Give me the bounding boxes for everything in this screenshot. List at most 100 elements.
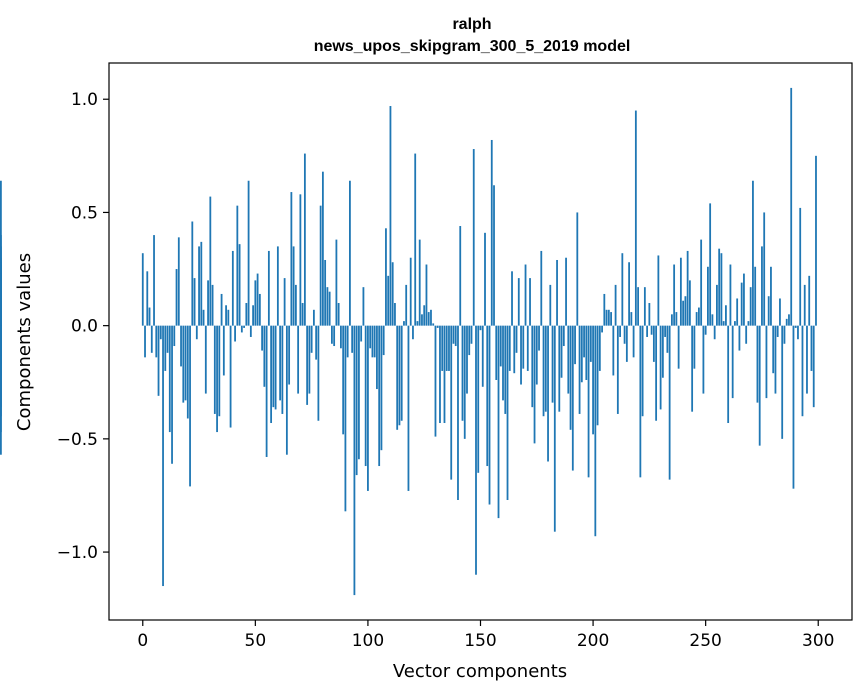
bar-34 bbox=[218, 325, 221, 417]
bar-16 bbox=[177, 237, 180, 326]
bar-135 bbox=[445, 325, 448, 371]
bar-258 bbox=[722, 321, 725, 326]
bar-42 bbox=[236, 205, 239, 326]
bar-2 bbox=[146, 271, 149, 326]
bar-158 bbox=[497, 325, 500, 519]
bar-200 bbox=[592, 325, 594, 435]
bar-243 bbox=[688, 280, 691, 326]
bar-299 bbox=[815, 155, 817, 326]
bar-250 bbox=[704, 325, 707, 335]
bar-99 bbox=[364, 325, 367, 467]
bar-284 bbox=[781, 325, 784, 439]
bar-237 bbox=[675, 312, 678, 326]
bar-234 bbox=[668, 325, 671, 480]
bar-26 bbox=[200, 241, 203, 326]
bar-83 bbox=[328, 291, 331, 326]
bar-153 bbox=[486, 325, 489, 467]
bar-40 bbox=[231, 250, 234, 326]
bar-283 bbox=[779, 298, 781, 326]
bar-28 bbox=[204, 325, 207, 394]
bar-247 bbox=[698, 307, 700, 326]
bar-20 bbox=[186, 325, 189, 419]
bar-117 bbox=[405, 284, 408, 326]
bar-6 bbox=[155, 325, 158, 358]
bar-294 bbox=[803, 284, 806, 326]
bar-1 bbox=[144, 325, 146, 358]
bar-8 bbox=[159, 325, 162, 340]
bar-11 bbox=[166, 325, 169, 353]
bar-173 bbox=[531, 325, 534, 408]
bar-268 bbox=[745, 325, 748, 344]
bar-71 bbox=[301, 303, 304, 326]
bar-217 bbox=[630, 312, 633, 326]
bar-295 bbox=[806, 325, 808, 394]
bar-76 bbox=[312, 309, 315, 326]
bar-203 bbox=[598, 325, 601, 371]
bar-198 bbox=[587, 325, 590, 478]
bar-257 bbox=[720, 253, 723, 326]
bar-131 bbox=[436, 325, 439, 328]
bar-103 bbox=[373, 325, 376, 358]
bar-190 bbox=[569, 325, 572, 430]
bar-199 bbox=[589, 325, 592, 362]
bar-33 bbox=[216, 325, 218, 433]
bar-273 bbox=[756, 325, 759, 403]
bar-79 bbox=[319, 205, 322, 326]
bar-223 bbox=[643, 287, 646, 326]
bar-89 bbox=[342, 325, 345, 435]
bar-107 bbox=[382, 325, 385, 356]
bar-255 bbox=[716, 284, 718, 326]
bar-53 bbox=[261, 325, 263, 351]
bar-116 bbox=[403, 321, 405, 326]
bar-3 bbox=[148, 307, 151, 326]
bar-168 bbox=[520, 325, 522, 385]
bar-184 bbox=[556, 259, 558, 326]
bar-66 bbox=[290, 192, 293, 326]
bar-259 bbox=[725, 305, 727, 326]
bar-110 bbox=[389, 106, 392, 326]
bar-169 bbox=[522, 325, 525, 369]
bar-0 bbox=[141, 253, 144, 326]
bar-106 bbox=[380, 325, 383, 451]
bar-292 bbox=[799, 207, 802, 326]
bar-263 bbox=[734, 321, 736, 326]
bar-183 bbox=[553, 325, 556, 532]
bar-279 bbox=[770, 266, 772, 326]
bar-209 bbox=[612, 325, 615, 376]
bar-272 bbox=[754, 266, 757, 326]
bar-290 bbox=[794, 325, 797, 328]
bar-128 bbox=[430, 309, 432, 326]
bar-229 bbox=[657, 255, 660, 326]
bar-275 bbox=[761, 246, 763, 326]
x-axis-label: Vector components bbox=[393, 661, 567, 682]
bar-233 bbox=[666, 325, 669, 353]
bar-178 bbox=[542, 325, 545, 417]
bar-157 bbox=[495, 325, 498, 380]
bar-72 bbox=[303, 153, 306, 326]
bar-144 bbox=[466, 325, 468, 394]
bar-150 bbox=[479, 325, 482, 331]
bar-224 bbox=[646, 325, 649, 337]
y-axis-label: Components values bbox=[14, 253, 35, 431]
bar-244 bbox=[691, 325, 694, 412]
bar-104 bbox=[376, 325, 378, 390]
bar-267 bbox=[743, 273, 745, 326]
bar-296 bbox=[808, 275, 811, 326]
bar-10 bbox=[164, 325, 167, 371]
bar-136 bbox=[448, 325, 450, 371]
bar-119 bbox=[409, 257, 412, 326]
bar-47 bbox=[247, 180, 250, 326]
bar-90 bbox=[344, 325, 347, 512]
bar-12 bbox=[168, 325, 171, 433]
bar-31 bbox=[211, 284, 214, 326]
bar-266 bbox=[740, 282, 743, 326]
bar-114 bbox=[398, 325, 401, 426]
bar-50 bbox=[254, 280, 257, 326]
bar-125 bbox=[423, 305, 426, 326]
bar-172 bbox=[529, 278, 531, 326]
bar-154 bbox=[488, 325, 491, 505]
bar-264 bbox=[736, 298, 739, 326]
bar-undefined bbox=[0, 325, 2, 356]
bar-108 bbox=[385, 228, 387, 326]
bar-70 bbox=[299, 194, 302, 326]
